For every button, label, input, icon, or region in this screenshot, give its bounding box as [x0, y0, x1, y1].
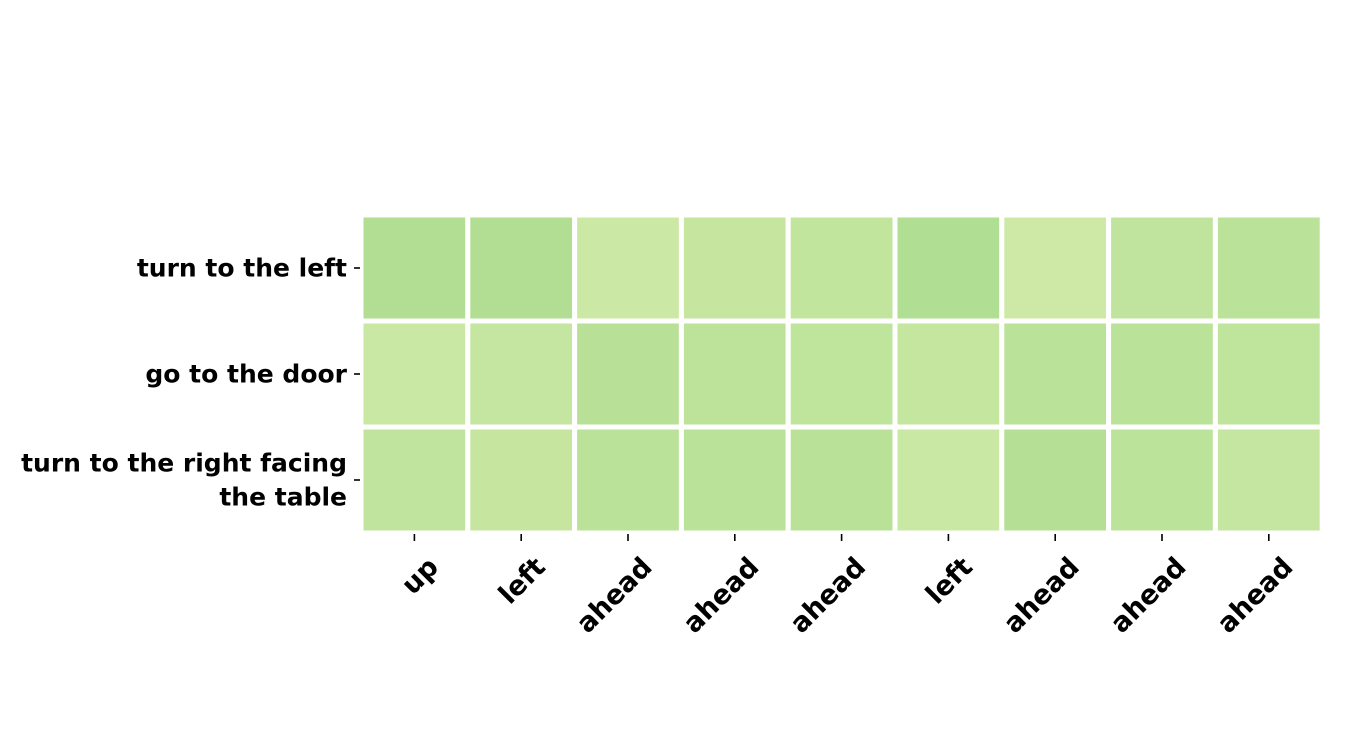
heatmap-cell: [465, 424, 578, 536]
y-tick-label-line: turn to the right facing: [21, 449, 347, 478]
x-tick-label: ahead: [1105, 552, 1193, 640]
y-axis: turn to the left go to the door turn to th…: [21, 254, 360, 512]
heatmap-cell: [1212, 318, 1325, 430]
x-tick-label: up: [396, 552, 445, 601]
heatmap-cell: [572, 318, 684, 430]
heatmap-cell: [465, 318, 578, 430]
x-tick-label: ahead: [677, 552, 765, 640]
x-tick-label: left: [920, 552, 979, 611]
heatmap-cell: [572, 424, 684, 536]
heatmap-cell: [1106, 424, 1218, 536]
heatmap-cell: [678, 424, 791, 536]
heatmap-cell: [358, 424, 471, 536]
x-tick-label: ahead: [784, 552, 872, 640]
heatmap-cell: [892, 424, 1005, 536]
heatmap-cell: [678, 212, 791, 324]
heatmap-cell: [999, 424, 1112, 536]
heatmap-cell: [358, 318, 471, 430]
heatmap-cell: [785, 318, 898, 430]
y-tick-label-line: the table: [219, 483, 347, 512]
heatmap-cell: [892, 212, 1005, 324]
heatmap-cell: [1106, 212, 1218, 324]
x-axis: up left ahead ahead ahead left ahead ahead ahead: [396, 534, 1299, 640]
heatmap-cell: [999, 318, 1112, 430]
heatmap-cells: [358, 212, 1325, 536]
heatmap-cell: [1212, 212, 1325, 324]
heatmap-cell: [358, 212, 471, 324]
heatmap-cell: [892, 318, 1005, 430]
heatmap-cell: [999, 212, 1112, 324]
heatmap-cell: [1212, 424, 1325, 536]
heatmap-cell: [572, 212, 684, 324]
heatmap-cell: [785, 424, 898, 536]
y-tick-label-line: go to the door: [145, 360, 347, 389]
x-tick-label: ahead: [998, 552, 1086, 640]
heatmap-cell: [678, 318, 791, 430]
heatmap-cell: [1106, 318, 1218, 430]
heatmap-cell: [785, 212, 898, 324]
x-tick-label: ahead: [571, 552, 659, 640]
heatmap-cell: [465, 212, 578, 324]
y-tick-label: turn to the left: [137, 254, 347, 283]
y-tick-label-line: turn to the left: [137, 254, 347, 283]
x-tick-label: ahead: [1211, 552, 1299, 640]
y-tick-label: turn to the right facing the table: [21, 449, 347, 512]
y-tick-label: go to the door: [145, 360, 347, 389]
x-tick-label: left: [493, 552, 552, 611]
